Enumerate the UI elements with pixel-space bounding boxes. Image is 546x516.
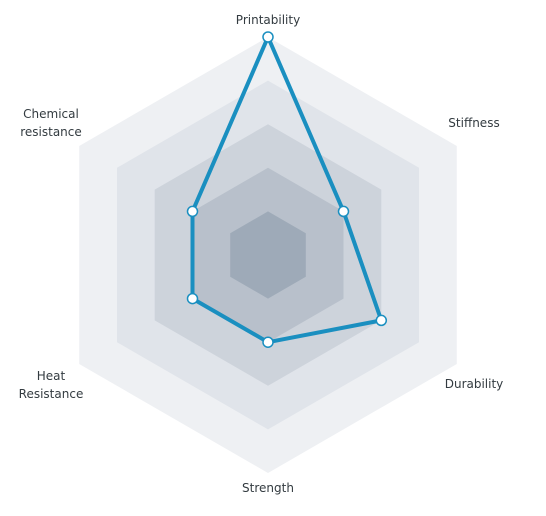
grid-ring-1 <box>230 211 306 299</box>
data-point-durability[interactable] <box>375 314 388 327</box>
data-point-chemical-resistance[interactable] <box>186 205 199 218</box>
axis-label-chemical-resistance: Chemical resistance <box>20 107 82 139</box>
radar-points <box>186 31 388 348</box>
data-point-printability[interactable] <box>262 31 274 43</box>
data-point-heat-resistance[interactable] <box>186 292 199 305</box>
data-point-strength[interactable] <box>262 336 274 348</box>
radar-grid <box>79 37 457 473</box>
axis-label-printability: Printability <box>236 13 300 27</box>
axis-label-heat-resistance: Heat Resistance <box>19 369 84 401</box>
axis-label-strength: Strength <box>242 481 294 495</box>
axis-label-durability: Durability <box>445 377 504 391</box>
data-point-stiffness[interactable] <box>337 205 350 218</box>
axis-labels: Printability Stiffness Durability Strength H… <box>19 13 504 495</box>
axis-label-stiffness: Stiffness <box>448 116 499 130</box>
